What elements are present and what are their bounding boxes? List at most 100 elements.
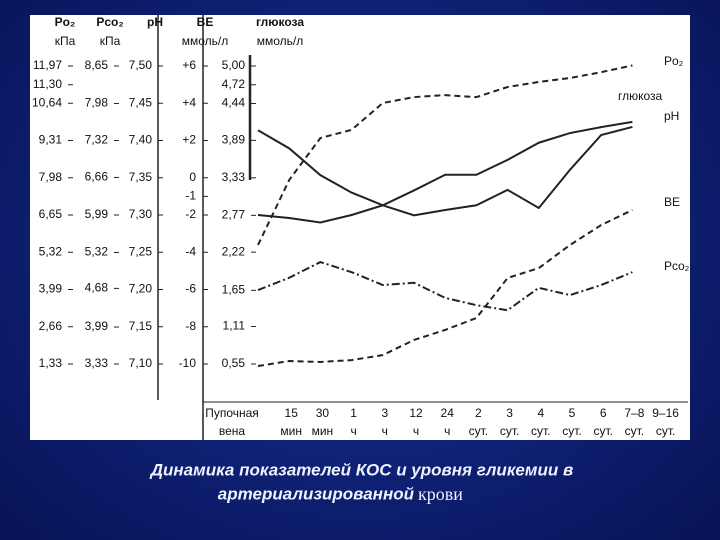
y-tick-label: +2 <box>182 133 196 147</box>
x-tick-label: 7–8 <box>624 406 644 420</box>
x-tick-label: сут. <box>656 424 676 438</box>
axis-title: BE <box>197 15 214 29</box>
x-tick-label: Пупочная <box>205 406 259 420</box>
y-tick-label: 7,10 <box>129 356 153 370</box>
axis-unit: ммоль/л <box>257 34 304 48</box>
x-tick-label: 9–16 <box>652 406 679 420</box>
y-tick-label: 1,11 <box>223 319 246 333</box>
y-tick-label: 6,66 <box>85 170 109 184</box>
y-tick-label: 2,22 <box>222 244 246 258</box>
x-tick-label: ч <box>444 424 450 438</box>
y-tick-label: 4,44 <box>222 96 246 110</box>
y-tick-label: 10,64 <box>32 95 62 109</box>
y-tick-label: +6 <box>182 58 196 72</box>
x-tick-label: сут. <box>500 424 520 438</box>
y-tick-label: 6,65 <box>39 207 63 221</box>
y-tick-label: +4 <box>182 95 196 109</box>
y-tick-label: 5,99 <box>85 207 109 221</box>
y-tick-label: 7,20 <box>129 282 153 296</box>
y-tick-label: 7,40 <box>129 133 153 147</box>
axis-title: Pco₂ <box>96 15 123 29</box>
series-label: глюкоза <box>618 89 663 103</box>
x-tick-label: 2 <box>475 406 482 420</box>
y-tick-label: -2 <box>185 207 196 221</box>
y-tick-label: 1,65 <box>222 283 246 297</box>
series-line <box>257 120 633 224</box>
axis-title: глюкоза <box>256 15 304 29</box>
y-tick-label: 2,77 <box>222 208 246 222</box>
y-tick-label: 7,32 <box>85 133 109 147</box>
x-tick-label: 3 <box>506 406 513 420</box>
x-tick-label: сут. <box>469 424 489 438</box>
x-tick-label: 5 <box>569 406 576 420</box>
x-tick-label: сут. <box>531 424 551 438</box>
y-tick-label: 9,31 <box>39 133 63 147</box>
y-tick-label: 0,55 <box>222 356 246 370</box>
series-label: BE <box>664 195 680 209</box>
y-tick-label: -6 <box>185 282 196 296</box>
x-tick-label: сут. <box>625 424 645 438</box>
caption: крови <box>418 484 463 504</box>
y-tick-label: 3,33 <box>222 170 246 184</box>
y-tick-label: 5,32 <box>39 244 63 258</box>
x-tick-label: 3 <box>381 406 388 420</box>
x-tick-label: 24 <box>441 406 455 420</box>
x-tick-label: мин <box>312 424 334 438</box>
x-tick-label: вена <box>219 424 246 438</box>
series-line <box>257 209 633 368</box>
axis-unit: кПа <box>55 34 76 48</box>
y-tick-label: 1,33 <box>39 356 63 370</box>
axis-unit: кПа <box>100 34 121 48</box>
y-tick-label: 5,32 <box>85 245 109 259</box>
x-tick-label: 15 <box>285 406 299 420</box>
series-label: pH <box>664 109 679 123</box>
x-tick-label: ч <box>350 424 356 438</box>
x-tick-label: мин <box>280 424 302 438</box>
y-tick-label: 7,98 <box>39 170 63 184</box>
axis-title: Po₂ <box>55 15 76 29</box>
chart-panel <box>30 15 690 440</box>
y-tick-label: 7,30 <box>129 207 153 221</box>
y-tick-label: -1 <box>185 189 196 203</box>
y-tick-label: -10 <box>179 356 197 370</box>
y-tick-label: 5,00 <box>222 58 246 72</box>
axis-unit: ммоль/л <box>182 34 229 48</box>
caption: артериализированной <box>218 484 415 503</box>
y-tick-label: 7,98 <box>85 96 109 110</box>
x-tick-label: сут. <box>593 424 613 438</box>
x-tick-label: 30 <box>316 406 330 420</box>
axis-title: pH <box>147 15 163 29</box>
y-tick-label: 3,33 <box>85 356 109 370</box>
y-tick-label: 8,65 <box>85 58 109 72</box>
caption: Динамика показателей КОС и уровня гликем… <box>149 460 573 479</box>
y-tick-label: 3,99 <box>85 319 109 333</box>
x-tick-label: 4 <box>537 406 544 420</box>
series-label: Pco₂ <box>664 259 690 273</box>
series-line <box>257 64 633 246</box>
y-tick-label: 3,99 <box>39 282 63 296</box>
y-tick-label: 7,25 <box>129 244 153 258</box>
y-tick-label: 7,15 <box>129 319 153 333</box>
series-label: Po₂ <box>664 54 684 68</box>
y-tick-label: 11,97 <box>33 58 62 72</box>
series-line <box>257 125 633 217</box>
x-tick-label: ч <box>382 424 388 438</box>
y-tick-label: 7,50 <box>129 58 153 72</box>
y-tick-label: 2,66 <box>39 319 63 333</box>
x-tick-label: ч <box>413 424 419 438</box>
y-tick-label: 11,30 <box>33 77 62 91</box>
x-tick-label: 12 <box>409 406 423 420</box>
y-tick-label: 3,89 <box>222 133 246 147</box>
x-tick-label: сут. <box>562 424 582 438</box>
y-tick-label: 7,45 <box>129 95 153 109</box>
y-tick-label: 7,35 <box>129 170 153 184</box>
x-tick-label: 6 <box>600 406 607 420</box>
y-tick-label: 0 <box>189 170 196 184</box>
y-tick-label: -4 <box>185 244 196 258</box>
y-tick-label: -8 <box>185 319 196 333</box>
x-tick-label: 1 <box>350 406 357 420</box>
series-line <box>257 260 633 312</box>
y-tick-label: 4,68 <box>85 281 109 295</box>
